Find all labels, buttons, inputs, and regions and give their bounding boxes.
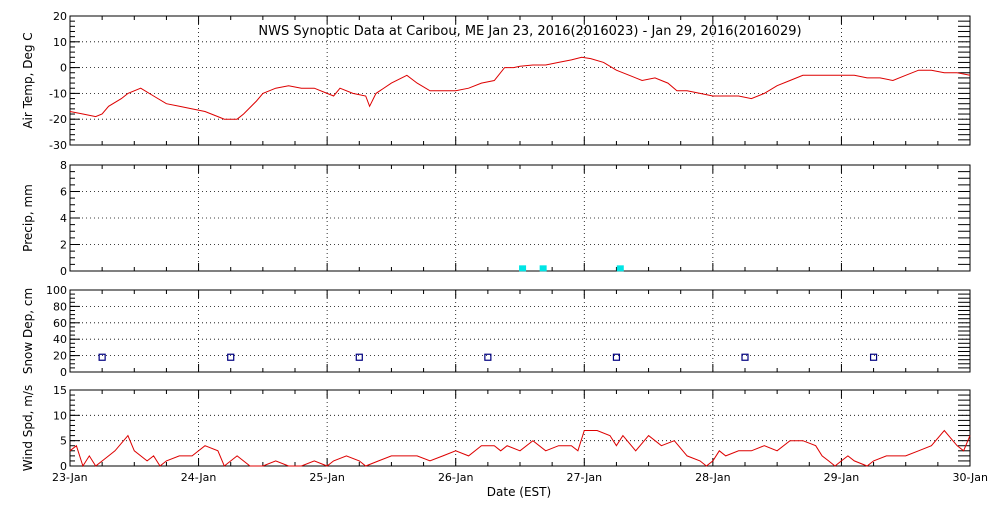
snow-marker-2 xyxy=(355,353,363,361)
x-tick-label-5: 28-Jan xyxy=(695,471,731,484)
y-tick-label-snow-3: 60 xyxy=(53,317,67,330)
x-tick-label-7: 30-Jan xyxy=(952,471,988,484)
x-tick-label-0: 23-Jan xyxy=(52,471,88,484)
y-tick-label-wind-2: 10 xyxy=(53,409,67,422)
y-tick-label-wind-0: 0 xyxy=(60,460,67,473)
y-tick-label-temp-0: -30 xyxy=(49,139,67,152)
y-axis-title-precip: Precip, mm xyxy=(21,184,35,252)
snow-marker-3 xyxy=(484,353,492,361)
y-tick-label-precip-1: 2 xyxy=(60,239,67,252)
x-tick-labels: 23-Jan 24-Jan 25-Jan 26-Jan 27-Jan 28-Jan 29-J… xyxy=(52,471,988,484)
y-tick-label-precip-4: 8 xyxy=(60,159,67,172)
y-tick-label-temp-2: -10 xyxy=(49,87,67,100)
y-tick-label-wind-1: 5 xyxy=(60,435,67,448)
panels: -30 -20 -10 0 10 20 Air Temp, Deg C 0 2 4 6 8 Precip… xyxy=(21,10,988,484)
y-tick-label-temp-1: -20 xyxy=(49,113,67,126)
y-tick-label-snow-2: 40 xyxy=(53,333,67,346)
y-tick-label-temp-3: 0 xyxy=(60,62,67,75)
snow-marker-0 xyxy=(98,353,106,361)
snow-marker-1 xyxy=(227,353,235,361)
x-tick-label-3: 26-Jan xyxy=(438,471,474,484)
y-tick-label-temp-5: 20 xyxy=(53,10,67,23)
y-tick-label-wind-3: 15 xyxy=(53,384,67,397)
y-axis-title-temp: Air Temp, Deg C xyxy=(21,32,35,128)
chart-title: NWS Synoptic Data at Caribou, ME Jan 23,… xyxy=(258,24,801,39)
panel-frame-snow xyxy=(69,289,971,373)
panel-temp: -30 -20 -10 0 10 20 Air Temp, Deg C xyxy=(21,10,971,152)
x-tick-label-1: 24-Jan xyxy=(181,471,217,484)
y-axis-title-wind: Wind Spd, m/s xyxy=(21,385,35,471)
x-tick-label-2: 25-Jan xyxy=(309,471,345,484)
y-tick-label-precip-3: 6 xyxy=(60,186,67,199)
panel-precip: 0 2 4 6 8 Precip, mm xyxy=(21,159,971,278)
y-tick-label-snow-1: 20 xyxy=(53,350,67,363)
x-axis-title: Date (EST) xyxy=(487,485,551,499)
x-tick-label-4: 27-Jan xyxy=(567,471,603,484)
panel-frame-temp xyxy=(69,15,971,146)
precip-marker-1 xyxy=(539,265,547,272)
series-line-temp xyxy=(69,56,971,120)
y-tick-label-snow-0: 0 xyxy=(60,366,67,379)
y-tick-label-snow-4: 80 xyxy=(53,300,67,313)
y-tick-label-temp-4: 10 xyxy=(53,36,67,49)
y-tick-label-precip-2: 4 xyxy=(60,212,67,225)
x-tick-label-6: 29-Jan xyxy=(824,471,860,484)
precip-marker-0 xyxy=(519,265,527,272)
panel-wind: 0 5 10 15 Wind Spd, m/s xyxy=(21,384,971,473)
y-tick-label-precip-0: 0 xyxy=(60,265,67,278)
snow-marker-4 xyxy=(612,353,621,361)
panel-snow: 0 20 40 60 80 100 Snow Dep, cm xyxy=(21,284,971,379)
precip-marker-2 xyxy=(616,265,624,272)
panel-frame-wind xyxy=(69,389,971,467)
snow-marker-5 xyxy=(741,353,749,361)
series-line-wind xyxy=(69,429,971,468)
y-axis-title-snow: Snow Dep, cm xyxy=(21,288,35,374)
y-tick-label-snow-5: 100 xyxy=(46,284,67,297)
snow-marker-6 xyxy=(869,353,878,361)
